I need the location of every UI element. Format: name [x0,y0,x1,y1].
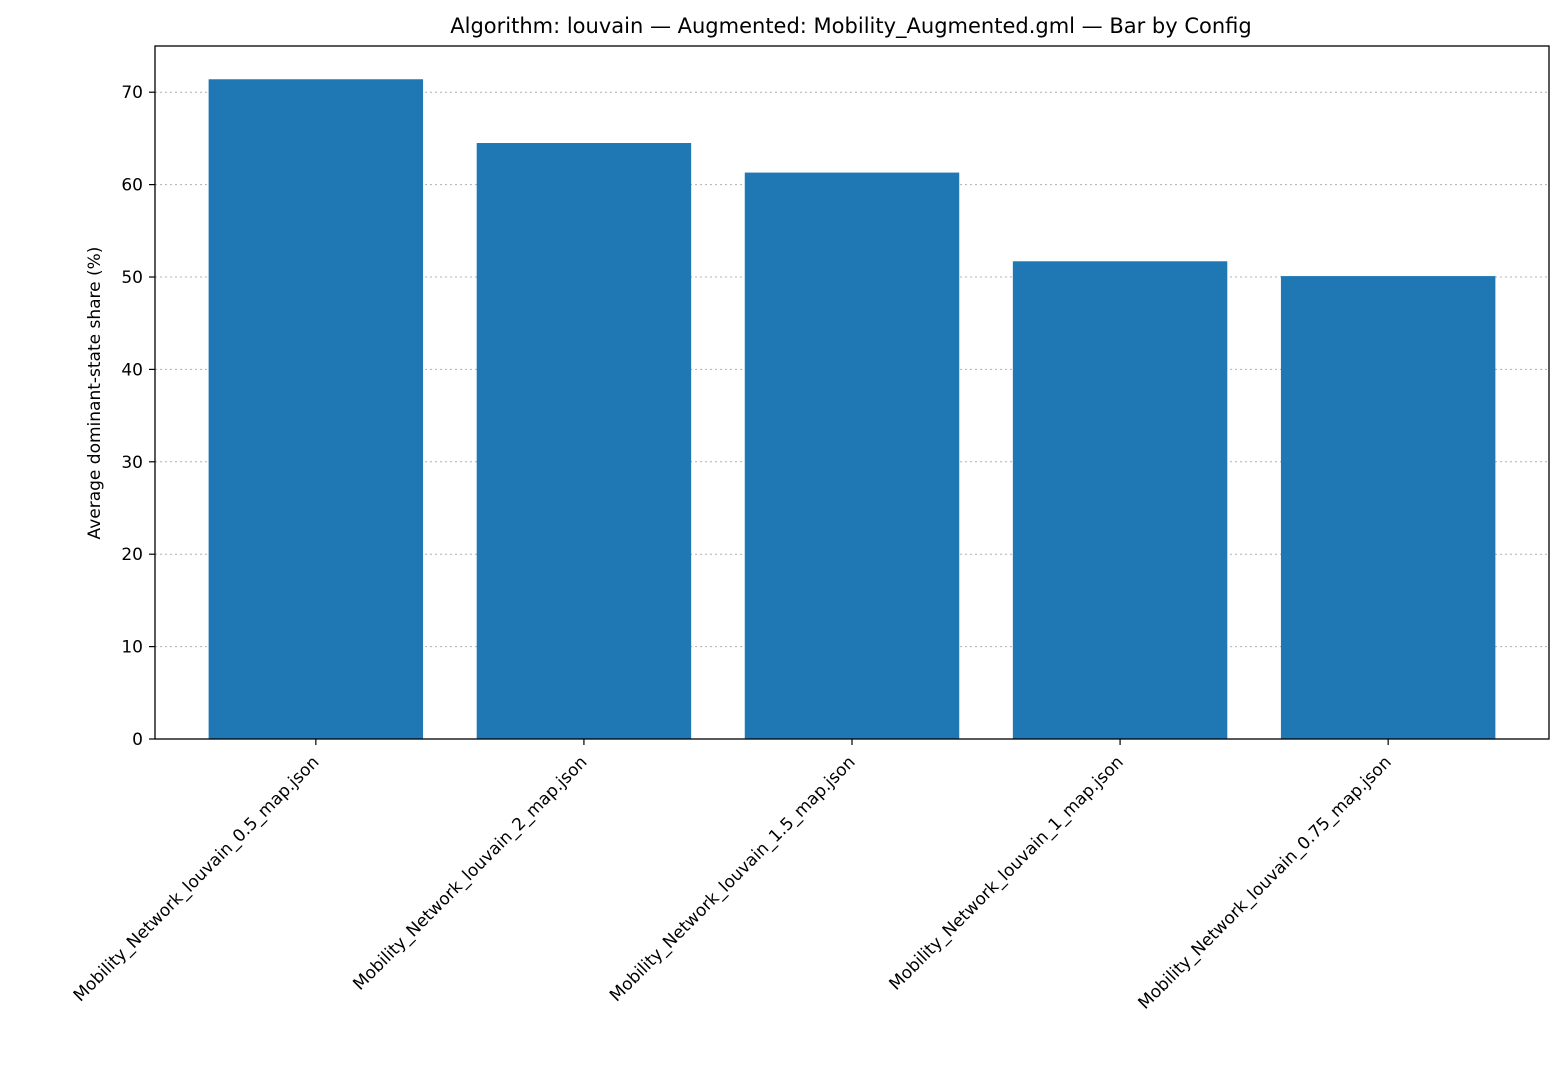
bar [744,172,960,739]
bar [476,143,692,739]
bar [208,79,424,740]
y-tick-label: 0 [132,730,143,750]
y-tick-label: 70 [121,83,143,103]
bar [1280,276,1496,739]
bars [208,79,1496,740]
y-tick-label: 60 [121,176,143,196]
x-axis-ticks: Mobility_Network_louvain_0.5_map.json Mob… [70,739,1396,1014]
bar [1012,261,1228,739]
y-tick-label: 50 [121,268,143,288]
chart-title: Algorithm: louvain — Augmented: Mobility… [450,14,1252,39]
x-tick-label: Mobility_Network_louvain_0.75_map.json [1134,752,1395,1013]
y-axis-ticks: 0 10 20 30 40 50 60 70 [121,83,155,750]
y-tick-label: 20 [121,545,143,565]
x-tick-label: Mobility_Network_louvain_0.5_map.json [70,752,324,1006]
x-tick-label: Mobility_Network_louvain_1_map.json [886,752,1128,994]
y-tick-label: 10 [121,638,143,658]
y-tick-label: 30 [121,453,143,473]
x-tick-label: Mobility_Network_louvain_2_map.json [349,752,591,994]
plot-frame [154,45,1550,740]
y-tick-label: 40 [121,360,143,380]
y-axis-label: Average dominant-state share (%) [85,247,105,540]
x-tick-label: Mobility_Network_louvain_1.5_map.json [606,752,860,1006]
